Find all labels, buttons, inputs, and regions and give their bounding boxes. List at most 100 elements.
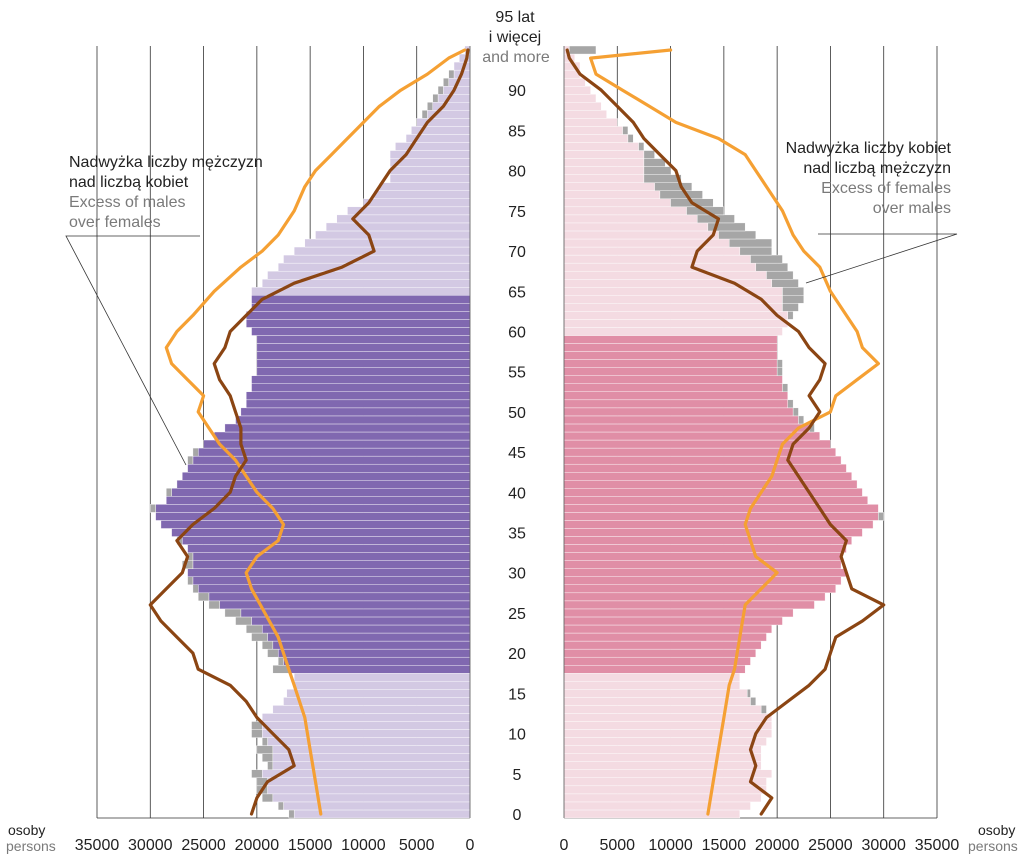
age-label-90: 90 xyxy=(508,83,526,100)
female-bar-age-83 xyxy=(563,142,639,151)
male-bar-age-30 xyxy=(187,568,471,577)
age-label-30: 30 xyxy=(508,566,526,583)
male-bar-age-53 xyxy=(251,383,471,392)
age-label-20: 20 xyxy=(508,646,526,663)
x-unit-right-pl: osoby xyxy=(978,822,1015,838)
male-bar-age-79 xyxy=(389,174,471,183)
x-tick-left-25000: 25000 xyxy=(181,837,226,854)
female-bar-age-0 xyxy=(563,809,741,819)
female-excess-bar-age-83 xyxy=(638,142,645,151)
female-excess-bar-age-15 xyxy=(747,689,751,698)
male-bar-age-32 xyxy=(192,552,471,561)
age-label-35: 35 xyxy=(508,526,526,543)
female-excess-bar-age-70 xyxy=(739,246,773,256)
female-excess-label-en-1: Excess of females xyxy=(821,180,951,197)
male-bar-age-76 xyxy=(363,198,471,208)
female-bar-age-76 xyxy=(563,198,671,208)
female-excess-bar-age-53 xyxy=(782,383,789,392)
female-bar-age-62 xyxy=(563,311,789,320)
female-bar-age-4 xyxy=(563,777,767,787)
male-excess-bar-age-22 xyxy=(251,632,268,642)
female-bar-age-31 xyxy=(563,560,842,569)
male-excess-leader-line xyxy=(65,235,200,466)
male-bar-age-12 xyxy=(261,713,471,722)
male-excess-bar-age-0 xyxy=(288,809,295,819)
male-bar-age-50 xyxy=(240,407,471,417)
female-bar-age-81 xyxy=(563,158,645,167)
female-bar-age-28 xyxy=(563,584,836,594)
male-bar-age-56 xyxy=(256,359,471,368)
x-tick-left-35000: 35000 xyxy=(75,837,120,854)
female-bar-age-80 xyxy=(563,166,645,175)
male-excess-bar-age-24 xyxy=(235,616,252,626)
female-bar-age-90 xyxy=(563,86,591,95)
female-bar-age-16 xyxy=(563,681,741,690)
female-bar-age-14 xyxy=(563,697,751,706)
female-excess-label-en-2: over males xyxy=(873,200,951,217)
male-bar-age-21 xyxy=(272,640,471,650)
female-bar-age-26 xyxy=(563,600,815,610)
female-excess-bar-age-63 xyxy=(782,303,799,312)
male-bar-age-49 xyxy=(235,415,471,425)
male-excess-label-pl-2: nad liczbą kobiet xyxy=(69,174,189,191)
female-excess-bar-age-50 xyxy=(792,407,799,417)
male-bar-age-24 xyxy=(251,616,471,626)
female-excess-bar-age-51 xyxy=(787,399,794,409)
male-excess-bar-age-19 xyxy=(277,656,284,666)
female-bar-age-17 xyxy=(563,673,741,682)
male-excess-bar-age-11 xyxy=(251,721,263,730)
female-excess-label-pl-1: Nadwyżka liczby kobiet xyxy=(786,140,952,157)
age-label-25: 25 xyxy=(508,606,526,623)
male-bar-age-43 xyxy=(187,463,471,473)
female-bar-age-55 xyxy=(563,367,778,376)
male-excess-bar-age-9 xyxy=(261,737,268,746)
female-bar-age-21 xyxy=(563,640,762,650)
male-excess-bar-age-2 xyxy=(261,793,274,803)
female-bars xyxy=(563,45,884,819)
male-excess-bar-age-26 xyxy=(208,600,220,610)
female-bar-age-19 xyxy=(563,656,751,666)
female-excess-bar-age-49 xyxy=(798,415,804,425)
male-excess-bar-age-89 xyxy=(432,94,439,103)
age-label-60: 60 xyxy=(508,325,526,342)
male-bar-age-72 xyxy=(315,230,471,240)
male-bar-age-47 xyxy=(214,431,471,441)
male-bar-age-15 xyxy=(286,689,471,698)
male-excess-label-en-2: over females xyxy=(69,214,161,231)
male-bar-age-46 xyxy=(203,439,471,449)
male-bar-age-61 xyxy=(245,319,471,328)
female-bar-age-57 xyxy=(563,351,778,360)
male-excess-bar-age-87 xyxy=(421,110,428,119)
male-bar-age-52 xyxy=(245,391,471,401)
female-excess-bar-age-55 xyxy=(776,367,783,376)
female-excess-bar-age-78 xyxy=(654,182,693,191)
female-bar-age-49 xyxy=(563,415,799,425)
x-tick-left-5000: 5000 xyxy=(399,837,435,854)
male-bar-age-9 xyxy=(267,737,471,746)
female-excess-bar-age-72 xyxy=(718,230,757,240)
male-bar-age-22 xyxy=(267,632,471,642)
female-bar-age-53 xyxy=(563,383,783,392)
male-bar-age-29 xyxy=(192,576,471,585)
female-bar-age-67 xyxy=(563,270,767,280)
female-bar-age-51 xyxy=(563,399,789,409)
male-bar-age-17 xyxy=(293,673,471,682)
age-label-50: 50 xyxy=(508,405,526,422)
x-tick-right-0: 0 xyxy=(560,837,569,854)
female-bar-age-13 xyxy=(563,705,762,714)
female-bar-age-56 xyxy=(563,359,778,368)
male-bar-age-5 xyxy=(261,769,471,778)
male-bar-age-42 xyxy=(182,472,471,481)
x-tick-left-30000: 30000 xyxy=(128,837,173,854)
female-bar-age-78 xyxy=(563,182,655,191)
male-excess-bar-age-23 xyxy=(245,624,263,634)
female-bar-age-64 xyxy=(563,295,783,304)
female-bar-age-87 xyxy=(563,110,607,119)
female-bar-age-25 xyxy=(563,608,794,618)
male-bar-age-73 xyxy=(325,222,471,232)
male-excess-label-en-1: Excess of males xyxy=(69,194,185,211)
male-bar-age-23 xyxy=(261,624,471,634)
age-label-10: 10 xyxy=(508,727,526,744)
female-bar-age-45 xyxy=(563,447,836,457)
male-bar-age-18 xyxy=(288,665,471,674)
